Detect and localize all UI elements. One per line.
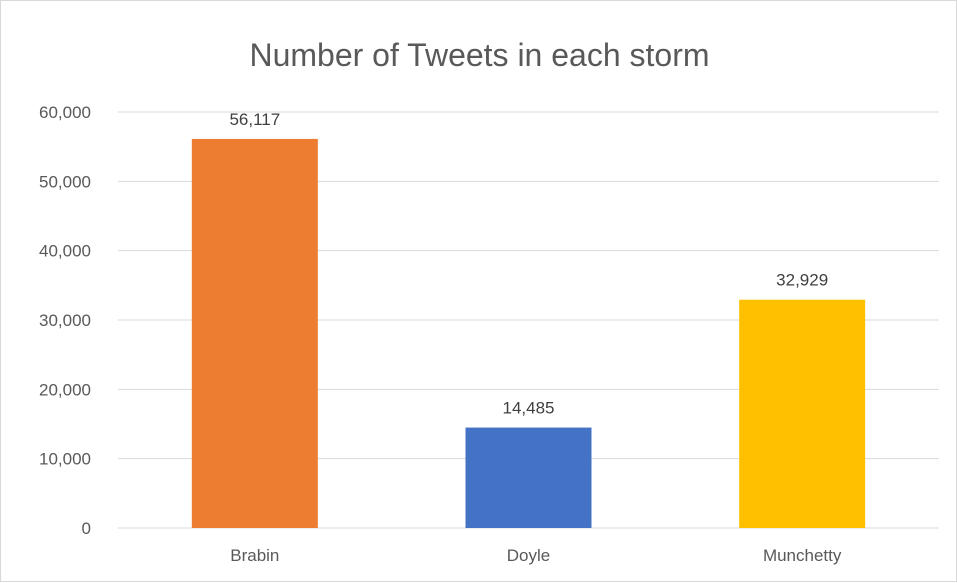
bar-munchetty [739,299,866,528]
data-label-munchetty: 32,929 [776,271,828,290]
chart-title: Number of Tweets in each storm [249,37,710,73]
y-tick-label: 50,000 [39,172,91,191]
category-label-munchetty: Munchetty [763,546,842,565]
bar-brabin [191,138,318,529]
y-tick-label: 40,000 [39,242,91,261]
data-label-doyle: 14,485 [503,399,555,418]
y-tick-label: 0 [82,519,91,538]
y-tick-label: 10,000 [39,450,91,469]
data-labels: 56,117 14,485 32,929 [229,110,828,418]
y-axis-ticks: 0 10,000 20,000 30,000 40,000 50,000 60,000 [39,103,91,538]
bar-doyle [465,427,592,528]
y-tick-label: 60,000 [39,103,91,122]
data-label-brabin: 56,117 [229,110,280,129]
y-tick-label: 20,000 [39,380,91,399]
category-label-brabin: Brabin [230,546,279,565]
bars [191,138,866,529]
x-axis-categories: Brabin Doyle Munchetty [230,546,842,565]
category-label-doyle: Doyle [507,546,550,565]
y-tick-label: 30,000 [39,311,91,330]
